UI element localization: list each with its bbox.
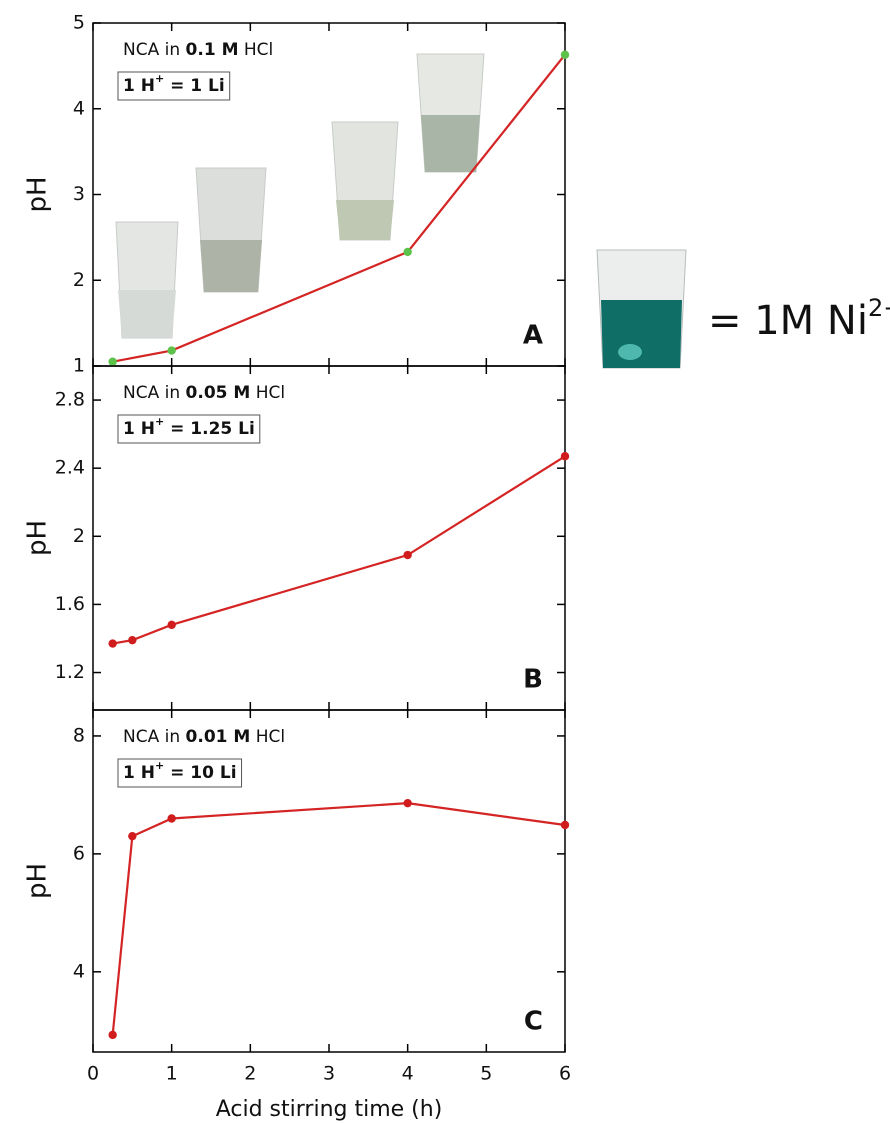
- y-tick-label: 4: [73, 960, 85, 982]
- data-point: [108, 1030, 117, 1040]
- photo-cups: [115, 53, 485, 339]
- box-part: = 10 Li: [164, 763, 236, 783]
- y-tick-label: 4: [73, 97, 85, 119]
- series-line: [112, 54, 566, 363]
- y-tick-label: 2.4: [55, 457, 85, 479]
- data-point: [403, 247, 412, 257]
- y-tick-label: 2.8: [55, 389, 85, 411]
- y-tick-label: 2: [73, 525, 85, 547]
- x-axis-label: Acid stirring time (h): [216, 1097, 443, 1122]
- data-point: [167, 814, 176, 823]
- box-text: 1 H+ = 10 Li: [123, 759, 237, 783]
- y-tick-label: 2: [73, 269, 85, 291]
- annotation-box: [117, 758, 243, 788]
- annotation-box: [117, 71, 231, 101]
- y-tick-label: 1: [73, 355, 85, 377]
- x-tick-label: 0: [87, 1063, 99, 1085]
- annotation-part: NCA in: [123, 383, 186, 403]
- box-part: +: [155, 72, 164, 85]
- y-axis-label: pH: [23, 863, 53, 899]
- box-part: = 1 Li: [164, 76, 225, 96]
- side-label: = 1M Ni2+: [708, 294, 890, 344]
- panel-label: A: [523, 321, 543, 351]
- data-point: [128, 831, 137, 841]
- box-part: +: [155, 759, 164, 772]
- box-part: 1 H: [123, 76, 155, 96]
- annotation-part: NCA in: [123, 40, 186, 60]
- annotation-part: HCl: [238, 40, 273, 60]
- annotation-box: [117, 414, 261, 444]
- data-point: [560, 820, 570, 830]
- annotation-part: 0.01 M: [186, 727, 251, 747]
- data-point: [108, 639, 117, 648]
- y-tick-label: 3: [73, 183, 85, 205]
- data-point: [108, 357, 117, 366]
- data-point: [167, 620, 176, 630]
- annotation-part: 0.05 M: [186, 383, 251, 403]
- x-tick-label: 1: [166, 1063, 178, 1085]
- y-tick-label: 8: [73, 724, 85, 746]
- x-tick-label: 2: [244, 1063, 256, 1085]
- data-point: [560, 50, 570, 59]
- y-axis-label: pH: [23, 520, 53, 556]
- box-part: = 1.25 Li: [164, 419, 255, 439]
- box-part: 1 H: [123, 763, 155, 783]
- x-tick-label: 3: [323, 1063, 335, 1085]
- x-tick-label: 6: [559, 1063, 571, 1085]
- beaker-photo: [596, 249, 687, 369]
- y-tick-label: 5: [73, 12, 85, 34]
- annotation: NCA in 0.01 M HCl: [123, 727, 285, 747]
- box-text: 1 H+ = 1.25 Li: [123, 415, 255, 439]
- y-tick-label: 6: [73, 842, 85, 864]
- y-tick-label: 1.2: [55, 661, 85, 683]
- panel-label: B: [523, 665, 543, 695]
- y-axis-label: pH: [23, 176, 53, 212]
- y-tick-label: 1.6: [55, 593, 85, 615]
- annotation-part: HCl: [250, 383, 285, 403]
- box-part: +: [155, 415, 164, 428]
- series-line: [112, 455, 566, 645]
- annotation-part: 0.1 M: [186, 40, 239, 60]
- panel-label: C: [524, 1007, 543, 1037]
- data-point: [167, 346, 176, 355]
- data-point: [403, 550, 412, 560]
- box-part: 1 H: [123, 419, 155, 439]
- series-line: [111, 802, 566, 1036]
- annotation: NCA in 0.1 M HCl: [123, 40, 273, 60]
- x-tick-label: 4: [402, 1063, 414, 1085]
- annotation-part: HCl: [250, 727, 285, 747]
- box-text: 1 H+ = 1 Li: [123, 72, 225, 96]
- annotation: NCA in 0.05 M HCl: [123, 383, 285, 403]
- data-point: [403, 798, 412, 808]
- x-tick-label: 5: [480, 1063, 492, 1085]
- annotation-part: NCA in: [123, 727, 186, 747]
- data-point: [128, 635, 137, 645]
- data-point: [560, 452, 570, 461]
